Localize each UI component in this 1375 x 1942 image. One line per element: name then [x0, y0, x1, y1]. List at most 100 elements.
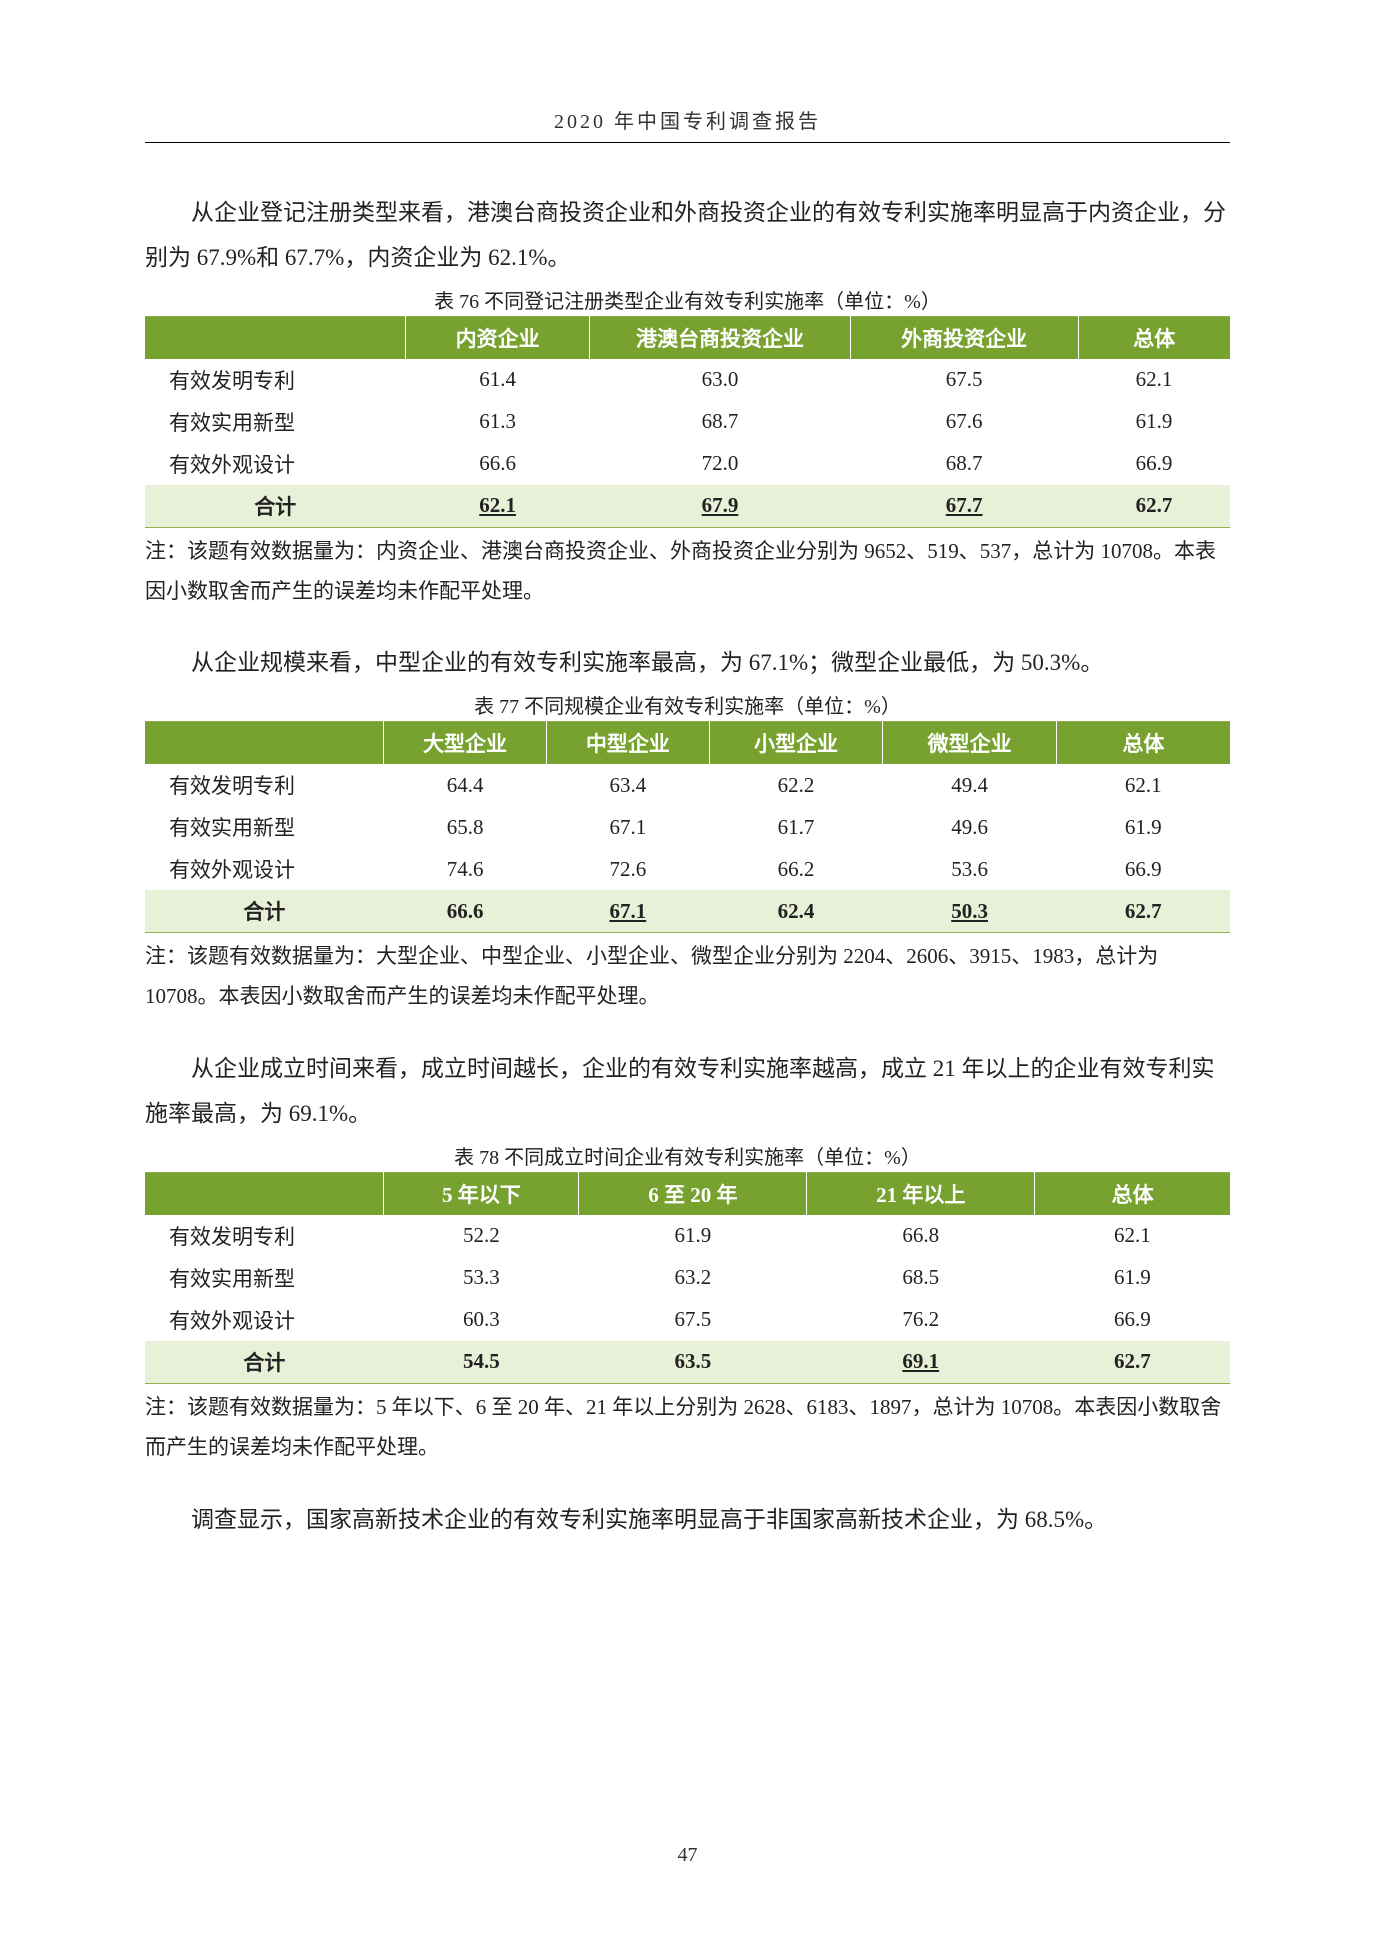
table-header-cell: 内资企业 [405, 316, 589, 359]
table-cell: 61.9 [1035, 1257, 1230, 1299]
total-label: 合计 [145, 1341, 384, 1384]
table-row: 有效实用新型53.363.268.561.9 [145, 1257, 1230, 1299]
table-total-row: 合计66.667.162.450.362.7 [145, 890, 1230, 933]
table-cell: 63.2 [579, 1257, 807, 1299]
table-cell: 66.2 [709, 848, 883, 890]
para-registration-type: 从企业登记注册类型来看，港澳台商投资企业和外商投资企业的有效专利实施率明显高于内… [145, 191, 1230, 281]
table-cell: 61.9 [1078, 401, 1230, 443]
table-row: 有效外观设计66.672.068.766.9 [145, 443, 1230, 485]
table-header-cell [145, 1172, 384, 1215]
table-cell: 67.1 [546, 806, 709, 848]
table-cell: 66.6 [405, 443, 589, 485]
table-cell: 62.2 [709, 764, 883, 806]
table-cell: 63.4 [546, 764, 709, 806]
table76: 内资企业港澳台商投资企业外商投资企业总体有效发明专利61.463.067.562… [145, 316, 1230, 528]
table76-caption: 表 76 不同登记注册类型企业有效专利实施率（单位：%） [145, 285, 1230, 314]
table-cell: 49.6 [883, 806, 1057, 848]
table-cell: 68.5 [807, 1257, 1035, 1299]
table-row: 有效外观设计74.672.666.253.666.9 [145, 848, 1230, 890]
para-high-tech: 调查显示，国家高新技术企业的有效专利实施率明显高于非国家高新技术企业，为 68.… [145, 1498, 1230, 1543]
total-cell: 62.1 [405, 485, 589, 528]
table-cell: 49.4 [883, 764, 1057, 806]
table-header-cell: 大型企业 [384, 722, 547, 765]
table-header-cell: 总体 [1078, 316, 1230, 359]
table76-note: 注：该题有效数据量为：内资企业、港澳台商投资企业、外商投资企业分别为 9652、… [145, 532, 1230, 612]
table-cell: 66.8 [807, 1215, 1035, 1257]
table-cell: 52.2 [384, 1215, 579, 1257]
total-label: 合计 [145, 485, 405, 528]
table-cell: 61.7 [709, 806, 883, 848]
table-cell: 67.6 [850, 401, 1078, 443]
row-label: 有效实用新型 [145, 1257, 384, 1299]
table-row: 有效发明专利61.463.067.562.1 [145, 359, 1230, 401]
table-cell: 66.9 [1035, 1299, 1230, 1341]
total-cell: 62.7 [1035, 1341, 1230, 1384]
table-cell: 68.7 [850, 443, 1078, 485]
total-cell: 62.4 [709, 890, 883, 933]
table-cell: 67.5 [850, 359, 1078, 401]
total-cell: 67.7 [850, 485, 1078, 528]
table78-caption: 表 78 不同成立时间企业有效专利实施率（单位：%） [145, 1141, 1230, 1170]
table-header-cell: 中型企业 [546, 722, 709, 765]
table78: 5 年以下6 至 20 年21 年以上总体有效发明专利52.261.966.86… [145, 1172, 1230, 1384]
table-cell: 66.9 [1056, 848, 1230, 890]
row-label: 有效外观设计 [145, 1299, 384, 1341]
table-header-cell: 总体 [1056, 722, 1230, 765]
report-header: 2020 年中国专利调查报告 [145, 105, 1230, 143]
table-cell: 76.2 [807, 1299, 1035, 1341]
total-cell: 54.5 [384, 1341, 579, 1384]
para-enterprise-scale: 从企业规模来看，中型企业的有效专利实施率最高，为 67.1%；微型企业最低，为 … [145, 641, 1230, 686]
total-cell: 50.3 [883, 890, 1057, 933]
table-row: 有效外观设计60.367.576.266.9 [145, 1299, 1230, 1341]
table-row: 有效实用新型65.867.161.749.661.9 [145, 806, 1230, 848]
table-cell: 53.3 [384, 1257, 579, 1299]
table-total-row: 合计62.167.967.762.7 [145, 485, 1230, 528]
table-header-cell: 5 年以下 [384, 1172, 579, 1215]
table-cell: 62.1 [1078, 359, 1230, 401]
table-header-cell [145, 316, 405, 359]
table-cell: 61.9 [1056, 806, 1230, 848]
table-cell: 66.9 [1078, 443, 1230, 485]
table-row: 有效发明专利52.261.966.862.1 [145, 1215, 1230, 1257]
table-header-cell: 外商投资企业 [850, 316, 1078, 359]
row-label: 有效外观设计 [145, 443, 405, 485]
table77-caption: 表 77 不同规模企业有效专利实施率（单位：%） [145, 690, 1230, 719]
row-label: 有效实用新型 [145, 401, 405, 443]
table-cell: 74.6 [384, 848, 547, 890]
table78-note: 注：该题有效数据量为：5 年以下、6 至 20 年、21 年以上分别为 2628… [145, 1388, 1230, 1468]
table-header-cell [145, 722, 384, 765]
table-header-cell: 6 至 20 年 [579, 1172, 807, 1215]
table-cell: 65.8 [384, 806, 547, 848]
total-cell: 67.9 [590, 485, 850, 528]
table-row: 有效发明专利64.463.462.249.462.1 [145, 764, 1230, 806]
table-cell: 53.6 [883, 848, 1057, 890]
para-establishment-time: 从企业成立时间来看，成立时间越长，企业的有效专利实施率越高，成立 21 年以上的… [145, 1047, 1230, 1137]
table-header-cell: 港澳台商投资企业 [590, 316, 850, 359]
table-cell: 64.4 [384, 764, 547, 806]
table-cell: 62.1 [1056, 764, 1230, 806]
total-label: 合计 [145, 890, 384, 933]
row-label: 有效发明专利 [145, 1215, 384, 1257]
table-cell: 61.4 [405, 359, 589, 401]
table-cell: 68.7 [590, 401, 850, 443]
table-header-cell: 21 年以上 [807, 1172, 1035, 1215]
table-header-cell: 总体 [1035, 1172, 1230, 1215]
page-number: 47 [0, 1844, 1375, 1867]
table-cell: 63.0 [590, 359, 850, 401]
table-cell: 60.3 [384, 1299, 579, 1341]
row-label: 有效实用新型 [145, 806, 384, 848]
table-cell: 61.3 [405, 401, 589, 443]
row-label: 有效发明专利 [145, 359, 405, 401]
table-row: 有效实用新型61.368.767.661.9 [145, 401, 1230, 443]
table-cell: 67.5 [579, 1299, 807, 1341]
table-header-cell: 小型企业 [709, 722, 883, 765]
table-cell: 61.9 [579, 1215, 807, 1257]
table-cell: 62.1 [1035, 1215, 1230, 1257]
table77-note: 注：该题有效数据量为：大型企业、中型企业、小型企业、微型企业分别为 2204、2… [145, 937, 1230, 1017]
row-label: 有效发明专利 [145, 764, 384, 806]
table-header-cell: 微型企业 [883, 722, 1057, 765]
total-cell: 67.1 [546, 890, 709, 933]
total-cell: 62.7 [1056, 890, 1230, 933]
table-cell: 72.0 [590, 443, 850, 485]
total-cell: 69.1 [807, 1341, 1035, 1384]
